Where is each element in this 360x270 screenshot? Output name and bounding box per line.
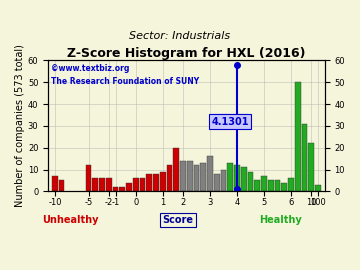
- Bar: [106, 178, 112, 191]
- Bar: [255, 180, 260, 191]
- Bar: [52, 176, 58, 191]
- Text: Sector: Industrials: Sector: Industrials: [130, 31, 230, 42]
- Bar: [248, 172, 253, 191]
- Text: 4.1301: 4.1301: [211, 117, 249, 127]
- Text: The Research Foundation of SUNY: The Research Foundation of SUNY: [51, 77, 199, 86]
- Bar: [153, 174, 159, 191]
- Bar: [194, 165, 199, 191]
- Text: ©www.textbiz.org: ©www.textbiz.org: [51, 64, 129, 73]
- Bar: [221, 170, 226, 191]
- Bar: [86, 165, 91, 191]
- Bar: [228, 163, 233, 191]
- Title: Z-Score Histogram for HXL (2016): Z-Score Histogram for HXL (2016): [67, 48, 306, 60]
- Bar: [275, 180, 280, 191]
- Text: Score: Score: [163, 215, 194, 225]
- Bar: [281, 183, 287, 191]
- Bar: [59, 180, 64, 191]
- Bar: [174, 148, 179, 191]
- Bar: [187, 161, 193, 191]
- Bar: [160, 172, 166, 191]
- Bar: [261, 176, 267, 191]
- Bar: [308, 143, 314, 191]
- Bar: [140, 178, 145, 191]
- Text: Unhealthy: Unhealthy: [42, 215, 99, 225]
- Bar: [241, 167, 247, 191]
- Bar: [120, 187, 125, 191]
- Bar: [288, 178, 294, 191]
- Bar: [315, 185, 321, 191]
- Y-axis label: Number of companies (573 total): Number of companies (573 total): [15, 45, 25, 207]
- Bar: [180, 161, 186, 191]
- Bar: [302, 124, 307, 191]
- Bar: [147, 174, 152, 191]
- Bar: [201, 163, 206, 191]
- Bar: [133, 178, 139, 191]
- Bar: [113, 187, 118, 191]
- Bar: [268, 180, 274, 191]
- Bar: [167, 165, 172, 191]
- Bar: [234, 165, 240, 191]
- Bar: [295, 82, 301, 191]
- Bar: [99, 178, 105, 191]
- Text: Healthy: Healthy: [259, 215, 302, 225]
- Bar: [126, 183, 132, 191]
- Bar: [93, 178, 98, 191]
- Bar: [207, 156, 213, 191]
- Bar: [214, 174, 220, 191]
